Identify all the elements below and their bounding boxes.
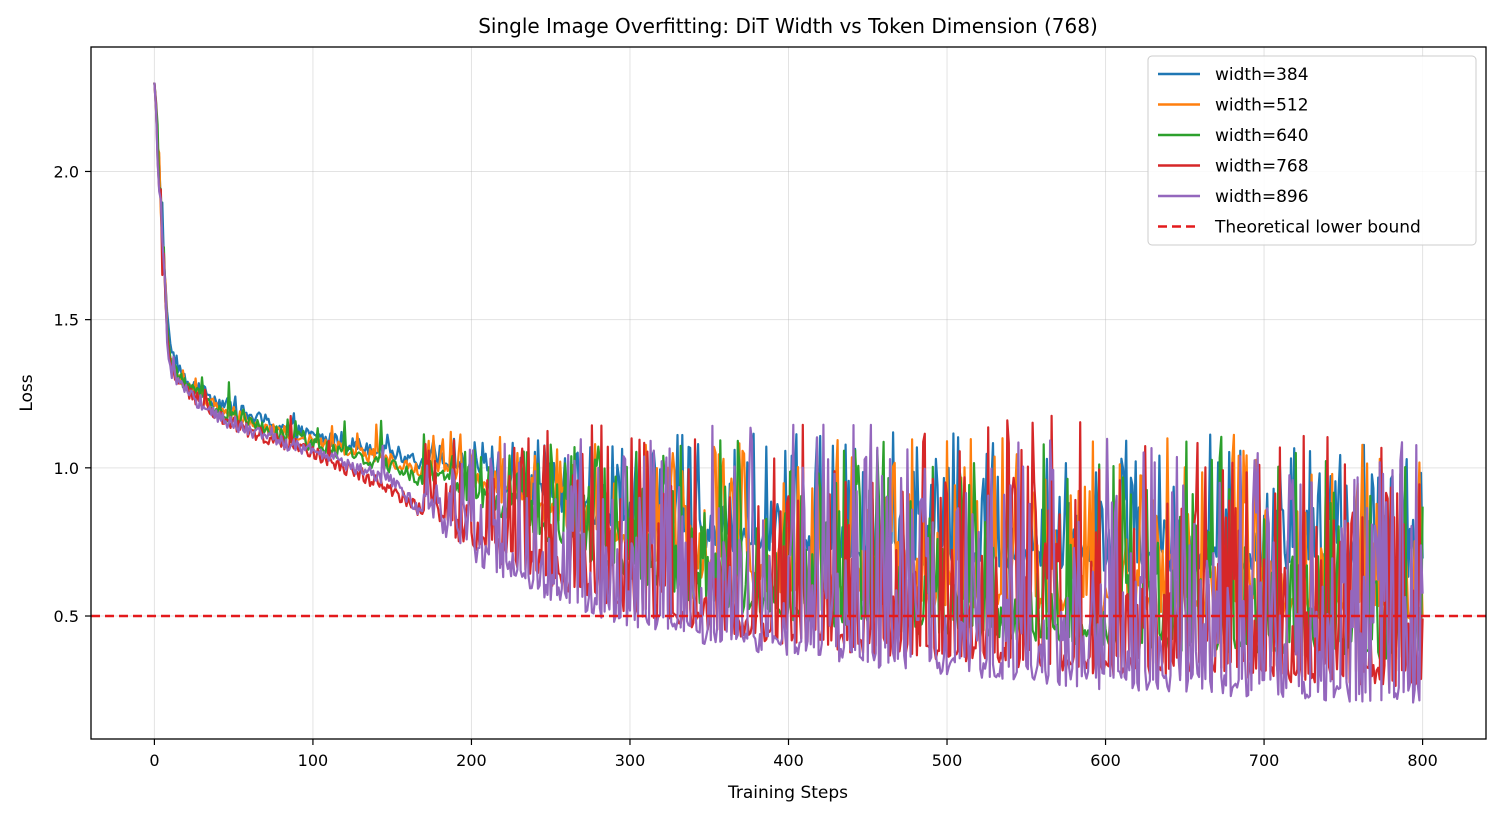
x-tick-label: 600 [1090, 751, 1121, 770]
y-tick-label: 2.0 [54, 162, 79, 181]
x-tick-label: 100 [298, 751, 329, 770]
x-tick-label: 800 [1407, 751, 1438, 770]
x-tick-label: 200 [456, 751, 487, 770]
x-axis-ticks: 0 100 200 300 400 500 600 700 800 [149, 739, 1438, 770]
y-tick-label: 1.5 [54, 311, 79, 330]
y-axis-title: Loss [17, 374, 37, 411]
y-tick-label: 1.0 [54, 459, 79, 478]
x-tick-label: 0 [149, 751, 159, 770]
x-tick-label: 500 [932, 751, 963, 770]
chart-title: Single Image Overfitting: DiT Width vs T… [478, 14, 1098, 38]
legend: width=384 width=512 width=640 width=768 widt… [1147, 55, 1477, 246]
legend-label: width=384 [1215, 65, 1309, 85]
x-axis-title: Training Steps [727, 783, 848, 803]
legend-label: width=896 [1215, 187, 1309, 207]
x-tick-label: 700 [1249, 751, 1280, 770]
legend-box [1147, 55, 1477, 246]
legend-label: width=768 [1215, 157, 1309, 177]
y-tick-label: 0.5 [54, 607, 79, 626]
x-tick-label: 400 [773, 751, 804, 770]
series-lines [153, 82, 1424, 704]
x-tick-label: 300 [615, 751, 646, 770]
series-line [153, 82, 1424, 704]
y-axis-ticks: 0.5 1.0 1.5 2.0 [54, 162, 91, 626]
legend-label: width=512 [1215, 96, 1309, 116]
legend-label: width=640 [1215, 126, 1309, 146]
legend-label: Theoretical lower bound [1214, 218, 1421, 238]
